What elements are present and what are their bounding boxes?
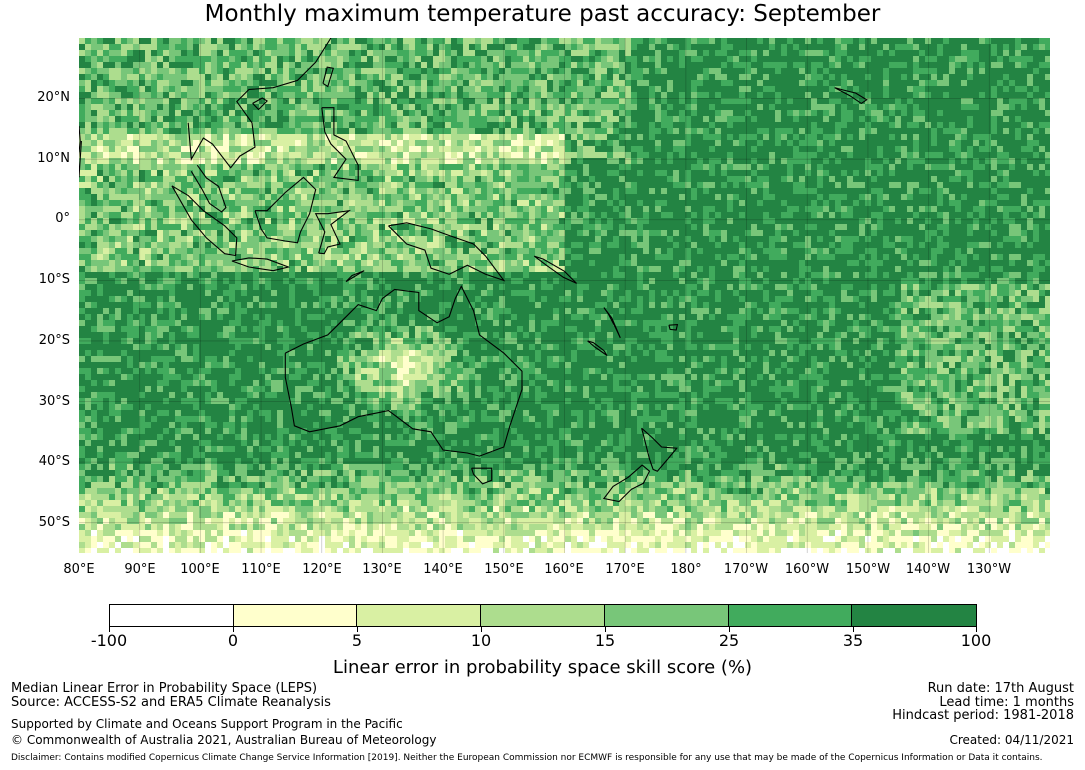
colorbar-tick: 0 (227, 631, 239, 650)
colorbar-bin-4 (481, 605, 605, 626)
lon-label-100e: 100°E (180, 562, 220, 577)
colorbar-bin-7 (852, 605, 977, 626)
colorbar-tick: 35 (842, 631, 864, 650)
lon-label-180: 180° (670, 562, 702, 577)
hainan-coast (252, 97, 268, 111)
colorbar-tick: 100 (960, 631, 992, 650)
disclaimer-text: Disclaimer: Contains modified Copernicus… (11, 753, 1043, 763)
colorbar-bin-1 (110, 605, 234, 626)
vanuatu-coast (603, 307, 621, 339)
taiwan-coast (322, 66, 335, 88)
skill-score-map (79, 38, 1050, 553)
colorbar-tick: 25 (718, 631, 740, 650)
skill-field (79, 38, 1050, 553)
lat-label-30s: 30°S (38, 394, 70, 409)
nz-south-coast (602, 464, 651, 503)
lon-label-130w: 130°W (966, 562, 1012, 577)
new-caledonia-coast (587, 340, 608, 356)
lat-label-20s: 20°S (38, 333, 70, 348)
tasmania-coast (471, 467, 493, 485)
lon-label-160w: 160°W (784, 562, 830, 577)
lon-label-150w: 150°W (845, 562, 891, 577)
colorbar-tick: 15 (594, 631, 616, 650)
map-canvas (79, 38, 1050, 553)
lon-label-140e: 140°E (423, 562, 463, 577)
copyright-text: © Commonwealth of Australia 2021, Austra… (11, 733, 437, 747)
run-date-text: Run date: 17th August (927, 681, 1074, 696)
fiji-coast (668, 323, 679, 331)
lon-label-150e: 150°E (484, 562, 524, 577)
colorbar (109, 604, 977, 627)
colorbar-label: Linear error in probability space skill … (332, 657, 753, 678)
philippines-coast (321, 107, 359, 182)
nz-north-coast (641, 427, 678, 472)
hawaii-coast (834, 87, 868, 105)
lon-label-170w: 170°W (723, 562, 769, 577)
lon-label-80e: 80°E (63, 562, 95, 577)
borneo-coast (254, 176, 317, 244)
method-text: Median Linear Error in Probability Space… (11, 681, 318, 696)
lon-label-140w: 140°W (905, 562, 951, 577)
lat-label-10n: 10°N (37, 151, 70, 166)
lon-label-160e: 160°E (544, 562, 584, 577)
sumatra-coast (171, 185, 238, 257)
lat-label-40s: 40°S (38, 454, 70, 469)
support-text: Supported by Climate and Oceans Support … (11, 717, 403, 731)
new-guinea-coast (388, 222, 506, 282)
indochina-coast (187, 38, 332, 169)
created-text: Created: 04/11/2021 (949, 733, 1074, 747)
sulawesi-coast (314, 209, 352, 255)
solomon-coast (533, 255, 577, 284)
australia-coast (284, 285, 523, 457)
colorbar-bin-2 (233, 605, 358, 626)
lat-label-10s: 10°S (38, 272, 70, 287)
colorbar-tick: -100 (90, 631, 128, 650)
colorbar-bin-5 (604, 605, 729, 626)
source-text: Source: ACCESS-S2 and ERA5 Climate Reana… (11, 695, 331, 710)
coastlines (79, 38, 868, 503)
map-title: Monthly maximum temperature past accurac… (204, 1, 881, 27)
hindcast-text: Hindcast period: 1981-2018 (892, 708, 1074, 723)
lon-label-130e: 130°E (362, 562, 402, 577)
colorbar-tick: 5 (351, 631, 363, 650)
timor-coast (345, 270, 365, 283)
lon-label-110e: 110°E (241, 562, 281, 577)
malay-coast (190, 164, 227, 213)
map-gridlines (79, 38, 1050, 553)
lat-label-50s: 50°S (38, 515, 70, 530)
lon-label-120e: 120°E (302, 562, 342, 577)
java-coast (231, 257, 291, 272)
india-coast (79, 125, 82, 178)
lat-label-0: 0° (55, 211, 70, 226)
colorbar-bin-3 (357, 605, 482, 626)
colorbar-bin-6 (728, 605, 853, 626)
lon-label-170e: 170°E (605, 562, 645, 577)
colorbar-tick: 10 (470, 631, 492, 650)
lat-label-20n: 20°N (37, 90, 70, 105)
lon-label-90e: 90°E (124, 562, 156, 577)
lead-time-text: Lead time: 1 months (939, 695, 1074, 710)
